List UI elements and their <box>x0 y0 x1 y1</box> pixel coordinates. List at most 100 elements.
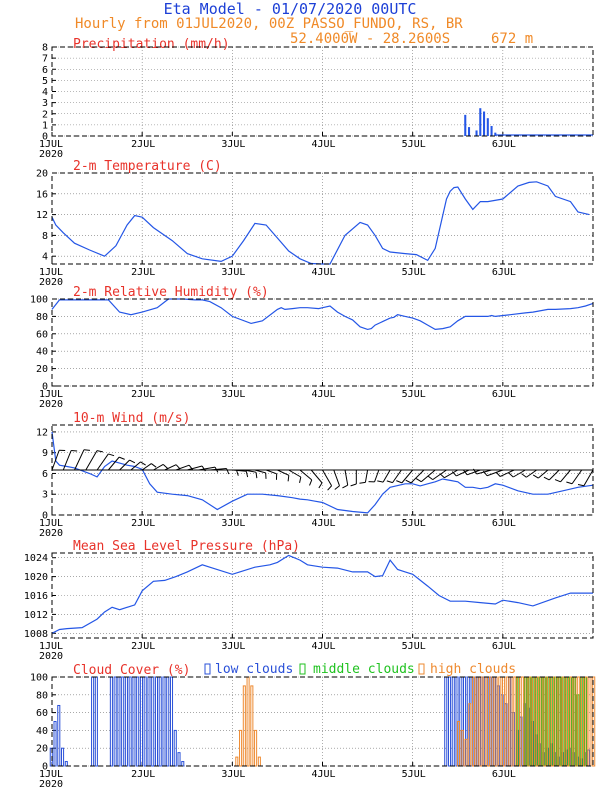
y-tick-label: 40 <box>36 726 48 737</box>
wind-barb-shaft <box>537 469 549 479</box>
wind-barb-shaft <box>265 469 277 475</box>
cloud-bar-high-clouds <box>479 676 483 767</box>
x-tick-label: 3JUL <box>221 139 245 150</box>
y-tick-label: 20 <box>36 364 48 375</box>
x-year-label: 2020 <box>39 528 63 539</box>
wind-barb-flag <box>334 485 340 490</box>
wind-barb <box>508 469 526 478</box>
wind-barb-shaft <box>560 469 571 483</box>
panel-title: Mean Sea Level Pressure (hPa) <box>73 539 300 554</box>
precip-bar <box>483 111 486 136</box>
wind-barb-shaft <box>277 469 290 476</box>
wind-barb-shaft <box>153 463 164 471</box>
cloud-bar-high-clouds <box>239 729 243 767</box>
wind-barb <box>62 450 78 471</box>
y-tick-label: 1020 <box>24 572 48 583</box>
wind-barb-shaft <box>107 456 120 471</box>
temp-line <box>51 181 590 265</box>
cloud-bar-low-clouds <box>166 676 170 767</box>
cloud-bar-low-clouds <box>181 761 185 767</box>
cloud-bar-low-clouds <box>173 729 177 767</box>
wind-barb-shaft <box>486 469 504 477</box>
legend-label: high clouds <box>430 662 516 677</box>
cloud-bar-low-clouds <box>53 721 57 767</box>
cloud-bar-low-clouds <box>91 676 95 767</box>
wind-barb-shaft <box>288 469 302 478</box>
wind-barb-shaft <box>456 469 470 477</box>
cloud-bar-low-clouds <box>94 676 98 767</box>
precip-bar <box>464 114 467 136</box>
wind-barb-flag <box>543 476 550 481</box>
cloud-bar-high-clouds <box>257 756 261 767</box>
x-tick-label: 5JUL <box>402 769 426 780</box>
cloud-bar-high-clouds <box>235 756 239 767</box>
wind-barb-shaft <box>187 465 203 471</box>
wind-barb <box>85 450 103 471</box>
wind-barb-flag <box>554 479 561 483</box>
wind-barb <box>265 469 278 480</box>
x-year-label: 2020 <box>39 277 63 288</box>
wind-barb <box>107 456 125 471</box>
cloud-bar-low-clouds <box>124 676 128 767</box>
wind-barb-shaft <box>513 469 526 478</box>
cloud-bar-low-clouds <box>121 676 125 767</box>
y-tick-label: 1024 <box>24 553 48 564</box>
cloud-bar-low-clouds <box>147 676 151 767</box>
wind-barb-shaft <box>499 469 515 477</box>
cloud-bar-high-clouds <box>254 729 258 767</box>
wind-barb <box>74 449 91 471</box>
y-tick-label: 12 <box>36 427 48 438</box>
wind-barb <box>221 469 239 476</box>
wind-barb <box>243 469 258 479</box>
x-tick-label: 3JUL <box>221 641 245 652</box>
wind-barb-shaft <box>410 469 425 484</box>
cloud-bar-low-clouds <box>139 676 143 767</box>
wind-barb <box>333 469 340 490</box>
precip-bar <box>479 108 482 136</box>
x-tick-label: 2JUL <box>131 518 155 529</box>
x-year-label: 2020 <box>39 399 63 410</box>
x-tick-label: 4JUL <box>312 389 336 400</box>
y-tick-label: 2 <box>42 109 48 120</box>
cloud-bar-low-clouds <box>162 676 166 767</box>
x-tick-label: 2JUL <box>131 389 155 400</box>
wind-barb-flag <box>577 484 585 487</box>
x-tick-label: 6JUL <box>492 641 516 652</box>
wind-barb-shaft <box>401 469 414 484</box>
wind-barb-shaft <box>299 469 313 481</box>
wind-barb <box>96 453 115 471</box>
y-tick-label: 60 <box>36 708 48 719</box>
legend-swatch <box>204 663 211 675</box>
wind-barb <box>153 463 168 471</box>
wind-barb-shaft <box>254 469 266 474</box>
panel-frame <box>51 46 594 137</box>
x-tick-label: 6JUL <box>492 139 516 150</box>
wind-barb <box>368 469 380 483</box>
wind-barb-flag <box>318 482 323 489</box>
y-tick-label: 8 <box>42 43 48 54</box>
cloud-bar-low-clouds <box>128 676 132 767</box>
cloud-bar-low-clouds <box>117 676 121 767</box>
wind-barb-flag <box>151 463 157 468</box>
y-tick-label: 0 <box>42 382 48 393</box>
x-tick-label: 2JUL <box>131 267 155 278</box>
wind-barb-shaft <box>432 469 447 481</box>
x-tick-label: 4JUL <box>312 641 336 652</box>
wind-barb <box>141 463 157 471</box>
wind-barb-flag <box>508 472 514 478</box>
wind-barb-flag <box>396 480 403 484</box>
wind-barb-shaft <box>382 469 391 483</box>
y-tick-label: 1012 <box>24 610 48 621</box>
wind-barb-shaft <box>62 450 72 471</box>
y-tick-label: 7 <box>42 54 48 65</box>
cloud-bar-low-clouds <box>444 676 448 767</box>
panel-frame <box>51 298 594 387</box>
cloud-bar-low-clouds <box>177 752 181 767</box>
wind-barb <box>451 469 470 477</box>
y-tick-label: 80 <box>36 690 48 701</box>
x-tick-label: 1JUL <box>39 267 63 278</box>
x-tick-label: 3JUL <box>221 769 245 780</box>
wind-barb <box>427 469 447 481</box>
x-tick-label: 5JUL <box>402 641 426 652</box>
wind-barb-shaft <box>85 450 98 471</box>
